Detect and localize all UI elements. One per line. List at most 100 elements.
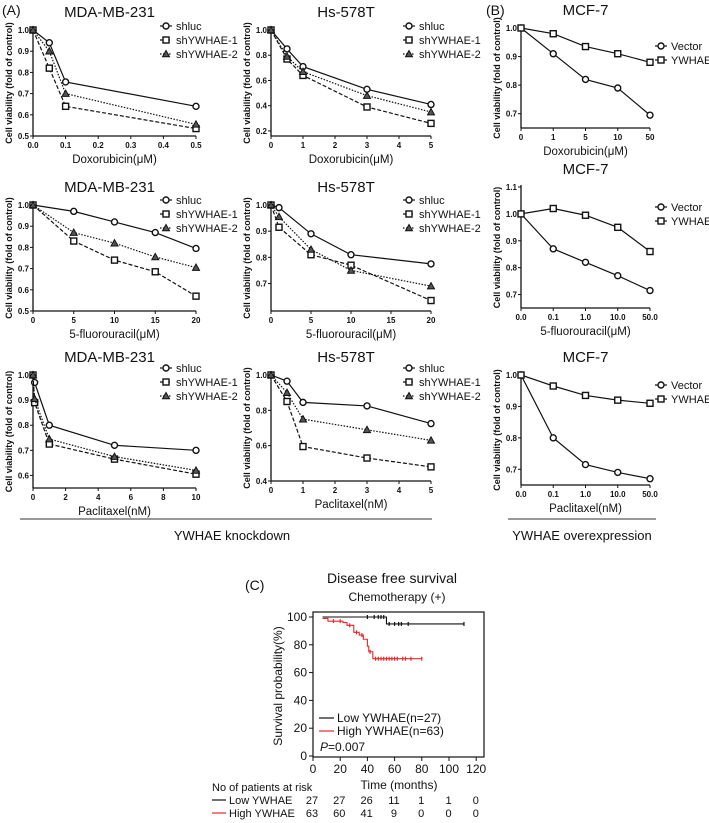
data-point [427, 119, 435, 128]
data-point [549, 30, 557, 38]
data-point [307, 230, 315, 238]
legend-label: shluc [176, 363, 202, 375]
y-tick-label: 1.0 [256, 26, 268, 35]
legend-label: shYWHAE-2 [176, 49, 238, 61]
legend-label: shYWHAE-1 [419, 35, 481, 47]
x-axis-label: Paclitaxel(nM) [549, 503, 622, 515]
x-tick-label: 10 [192, 493, 201, 502]
y-tick-label: 0.4 [256, 102, 268, 111]
x-axis-label: 5-fluorouracil(μM) [540, 326, 631, 338]
legend-marker [162, 364, 170, 372]
y-tick-label: 0 [300, 749, 307, 763]
data-point [581, 258, 590, 266]
data-point [363, 402, 371, 410]
y-axis-label: Cell viability (fold of control) [492, 187, 502, 309]
x-axis-label: Doxorubicin(μM) [543, 146, 628, 158]
y-tick-label: 1.0 [256, 371, 268, 380]
data-point [192, 244, 200, 253]
data-point [283, 397, 291, 406]
data-point [275, 223, 283, 231]
y-tick-label: 1.0 [18, 201, 30, 210]
data-point [646, 111, 654, 119]
data-point [70, 237, 78, 245]
y-tick-label: 0.9 [506, 402, 518, 411]
data-point [298, 414, 308, 423]
legend-marker [161, 391, 171, 400]
y-tick-label: 0.6 [256, 76, 268, 85]
y-axis-label: Cell viability (fold of control) [4, 197, 14, 319]
legend-marker [405, 378, 413, 386]
data-point [282, 388, 292, 396]
x-tick-label: 0 [269, 486, 274, 495]
data-point [151, 268, 159, 276]
x-tick-label: 0 [31, 316, 36, 325]
data-point [110, 441, 119, 450]
data-point [646, 399, 654, 407]
y-tick-label: 0.6 [18, 111, 30, 120]
data-point [363, 103, 371, 111]
y-tick-label: 0.6 [18, 286, 30, 295]
x-tick-label: 5 [583, 133, 588, 142]
data-point [427, 463, 435, 471]
risk-count: 63 [306, 808, 318, 820]
y-tick-label: 0.8 [18, 421, 30, 430]
y-tick-label: 0.9 [506, 237, 518, 246]
data-point [346, 265, 356, 274]
legend-marker [162, 22, 170, 30]
x-tick-label: 0.5 [190, 141, 202, 150]
y-tick-label: 0.7 [506, 110, 518, 119]
x-axis-label: Doxorubicin(μM) [72, 154, 157, 166]
y-tick-label: 1.0 [506, 210, 518, 219]
data-point [517, 371, 525, 379]
legend-label: shluc [419, 195, 445, 207]
legend-label: shYWHAE-1 [176, 377, 238, 389]
legend-marker [161, 49, 171, 58]
x-tick-label: 3 [365, 486, 370, 495]
y-tick-label: 40 [294, 693, 308, 707]
chart-1: 0.2 0.4 0.6 0.8 1.0 0 1 2 3 4 5 Hs-578T Doxorubicin(… [242, 4, 481, 166]
x-tick-label: 8 [161, 493, 166, 502]
data-point [45, 39, 53, 47]
legend-marker [405, 36, 413, 44]
x-tick-label: 0.2 [93, 141, 105, 150]
data-point [151, 228, 159, 237]
y-tick-label: 0.7 [18, 90, 30, 99]
km-subtitle: Chemotherapy (+) [348, 590, 445, 604]
data-point [549, 382, 557, 390]
x-tick-label: 15 [151, 316, 160, 325]
x-tick-label: 100 [439, 762, 459, 776]
y-tick-label: 1.0 [256, 201, 268, 210]
data-point [61, 102, 70, 111]
legend-marker [405, 196, 413, 204]
data-point [426, 107, 436, 116]
series-line-shYWHAE-1 [270, 374, 432, 468]
y-tick-label: 80 [294, 638, 308, 652]
data-point [191, 465, 201, 474]
y-tick-label: 0.8 [256, 406, 268, 415]
chart-title: MDA-MB-231 [64, 349, 155, 366]
p-value-label: P [320, 740, 328, 754]
y-tick-label: 0.7 [506, 465, 518, 474]
data-point [69, 228, 79, 236]
x-tick-label: 40 [361, 762, 375, 776]
y-tick-label: 0.9 [256, 227, 268, 236]
data-point [517, 24, 525, 32]
data-point [549, 204, 557, 213]
y-tick-label: 0.9 [18, 396, 30, 405]
p-value: P=0.007 [320, 740, 365, 754]
x-tick-label: 4 [397, 141, 402, 150]
legend-label: shluc [419, 363, 445, 375]
data-point [110, 218, 119, 226]
y-tick-label: 1.0 [18, 371, 30, 380]
legend-marker [405, 22, 413, 30]
legend-label: shYWHAE-2 [176, 223, 238, 235]
data-point [614, 272, 622, 280]
x-tick-label: 0.3 [125, 141, 137, 150]
data-point [266, 370, 276, 379]
y-tick-label: 0.4 [256, 477, 268, 486]
legend-label: shYWHAE-2 [419, 391, 481, 403]
x-tick-label: 50.0 [642, 313, 658, 322]
panel-label-c: (C) [245, 577, 264, 593]
chart-8: 0.7 0.8 0.9 1.0 0.0 0.1 1.0 10.0 50.0 MCF-7 Paclit… [492, 349, 709, 515]
legend-label: YWHAE [671, 394, 709, 406]
